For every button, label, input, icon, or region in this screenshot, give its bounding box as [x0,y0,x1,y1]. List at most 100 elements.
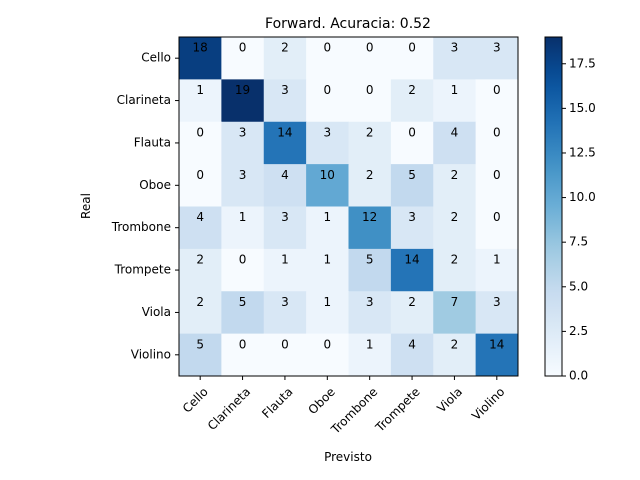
heatmap-cell [348,121,392,165]
heatmap-cell [433,333,477,377]
heatmap-cell [306,333,349,377]
heatmap-cell [221,37,265,80]
cell-value-label: 0 [281,337,289,351]
cell-value-label: 0 [323,337,331,351]
heatmap-cell [390,248,434,292]
heatmap-cell [221,248,265,292]
heatmap-cell [221,121,265,165]
heatmap-cell [263,333,307,377]
y-tick-label: Flauta [134,135,171,149]
colorbar-tick-label: 0.0 [569,369,588,383]
y-tick-label: Oboe [139,178,171,192]
heatmap-cell [390,164,434,207]
y-axis-ticks: Cello Clarineta Flauta Oboe Trombone Trompete… [111,51,179,361]
heatmap-cell [433,37,477,80]
cell-value-label: 14 [489,337,504,351]
heatmap-cell [306,206,349,250]
y-tick-label: Clarineta [117,93,171,107]
cell-value-label: 5 [239,295,247,309]
cell-value-label: 3 [366,295,374,309]
heatmap-cell [433,164,477,207]
cell-value-label: 18 [193,41,208,55]
cell-value-label: 0 [408,41,416,55]
cell-value-label: 0 [323,83,331,97]
heatmap-cell [306,37,349,80]
heatmap-cell [390,79,434,123]
heatmap-cell [263,121,307,165]
heatmap-cell [348,248,392,292]
cell-value-label: 4 [196,210,204,224]
cell-value-label: 0 [239,253,247,267]
cell-value-label: 0 [239,41,247,55]
y-axis-label: Real [79,193,93,219]
x-tick-label: Violino [469,385,507,423]
colorbar-tick-label: 5.0 [569,279,588,293]
cell-value-label: 2 [451,168,459,182]
heatmap-cell [348,291,392,335]
cell-value-label: 2 [196,253,204,267]
cell-value-label: 3 [493,41,501,55]
cell-value-label: 0 [239,337,247,351]
heatmap-frame [178,36,519,377]
heatmap-cell [348,206,392,250]
colorbar-tick-label: 7.5 [569,235,588,249]
heatmap-cell [179,121,222,165]
heatmap-cell [433,206,477,250]
y-tick-label: Cello [141,51,171,65]
cell-value-label: 0 [493,210,501,224]
y-tick-label: Viola [142,305,171,319]
x-tick-label: Oboe [306,385,338,417]
cell-value-label: 3 [493,295,501,309]
cell-value-label: 3 [239,168,247,182]
cell-value-label: 0 [493,83,501,97]
cell-value-label: 4 [281,168,289,182]
heatmap-cell [306,248,349,292]
cell-value-label: 1 [196,83,204,97]
cell-value-label: 1 [451,83,459,97]
heatmap-cell [263,248,307,292]
heatmap-cell [306,291,349,335]
y-tick-label: Trompete [114,263,171,277]
cell-value-label: 1 [323,210,331,224]
cell-value-label: 1 [239,210,247,224]
heatmap-cell [475,79,519,123]
heatmap-cell [348,333,392,377]
cell-value-label: 2 [408,83,416,97]
cell-value-label: 0 [366,41,374,55]
heatmap-cell [433,248,477,292]
heatmap-cell [475,291,519,335]
heatmap-cell [306,79,349,123]
colorbar-tick-label: 12.5 [569,145,596,159]
heatmap-cell [348,164,392,207]
heatmap-cell [179,37,222,80]
y-tick-label: Violino [131,347,171,361]
cell-value-label: 2 [366,168,374,182]
colorbar [544,36,563,377]
cell-value-label: 1 [323,295,331,309]
cell-value-label: 2 [366,125,374,139]
colorbar-tick-label: 15.0 [569,101,596,115]
colorbar-tick-label: 10.0 [569,190,596,204]
heatmap-cell [179,206,222,250]
heatmap-cell [390,333,434,377]
cell-value-label: 0 [196,168,204,182]
cell-value-label: 2 [451,253,459,267]
cell-value-label: 19 [235,83,250,97]
cell-value-label: 1 [366,337,374,351]
heatmap-cell [306,121,349,165]
cell-value-label: 3 [451,41,459,55]
heatmap-cell [433,121,477,165]
cell-value-label: 7 [451,295,459,309]
cell-value-label: 2 [451,210,459,224]
heatmap-cell [221,164,265,207]
x-tick-label: Cello [180,385,211,416]
cell-value-label: 2 [281,41,289,55]
x-tick-label: Flauta [259,385,295,421]
heatmap-cell [179,164,222,207]
x-tick-label: Viola [434,385,465,416]
colorbar-ticks: 0.0 2.5 5.0 7.5 10.0 12.5 15.0 17.5 [562,56,596,383]
x-tick-label: Trompete [372,385,422,435]
heatmap-cell [263,291,307,335]
heatmap-cell [179,248,222,292]
